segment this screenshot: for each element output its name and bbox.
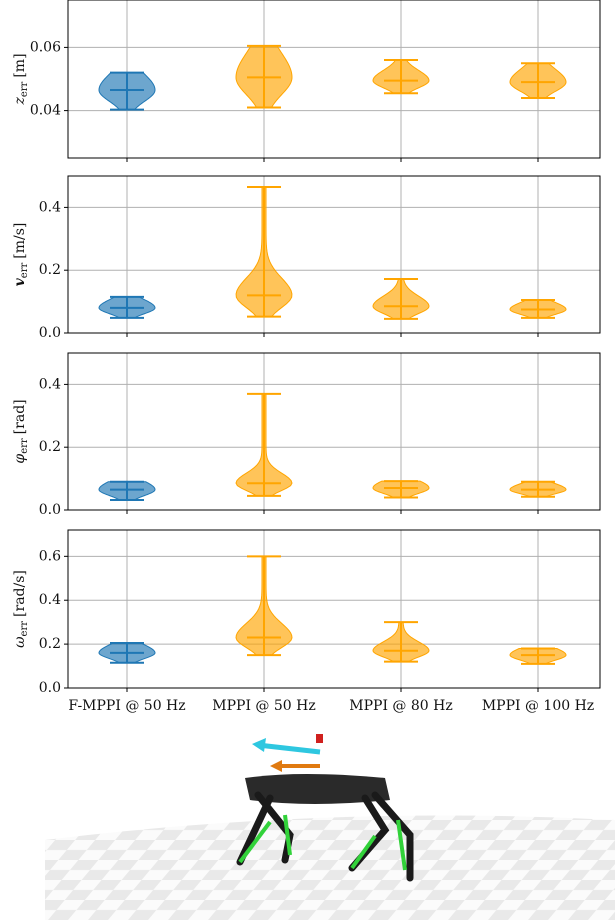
y-tick-label: 0.4 bbox=[39, 376, 61, 392]
axes-frame bbox=[67, 352, 601, 511]
y-tick-label: 0.4 bbox=[39, 592, 61, 608]
y-axis-label: φerr [rad] bbox=[12, 399, 30, 463]
y-label-unit: [rad/s] bbox=[12, 570, 28, 617]
robot-render bbox=[45, 720, 615, 920]
y-label-sub: err bbox=[19, 263, 30, 279]
y-label-sub: err bbox=[19, 621, 30, 637]
y-tick-label: 0.04 bbox=[30, 103, 61, 119]
y-label-sub: err bbox=[19, 438, 30, 454]
y-tick-label: 0.2 bbox=[39, 636, 61, 652]
y-axis-label: verr [m/s] bbox=[12, 223, 30, 287]
y-label-unit: [m/s] bbox=[12, 223, 28, 259]
y-label-unit: [m] bbox=[12, 53, 28, 77]
y-label-sub: err bbox=[19, 81, 30, 97]
y-tick-label: 0.06 bbox=[30, 39, 61, 55]
y-tick-label: 0.2 bbox=[39, 439, 61, 455]
y-label-symbol: φ bbox=[12, 454, 28, 464]
y-tick-label: 0.0 bbox=[39, 680, 61, 696]
x-tick-label: MPPI @ 50 Hz bbox=[212, 698, 315, 714]
y-label-symbol: z bbox=[12, 97, 28, 106]
x-tick-label: MPPI @ 80 Hz bbox=[349, 698, 452, 714]
y-label-symbol: v bbox=[12, 277, 28, 286]
y-axis-label: zerr [m] bbox=[12, 53, 30, 105]
y-label-symbol: ω bbox=[12, 636, 28, 648]
y-tick-label: 0.6 bbox=[39, 548, 61, 564]
axes-frame bbox=[67, 529, 601, 689]
y-tick-label: 0.0 bbox=[39, 325, 61, 341]
y-label-unit: [rad] bbox=[12, 399, 28, 434]
y-axis-label: ωerr [rad/s] bbox=[12, 570, 30, 648]
y-tick-label: 0.4 bbox=[39, 199, 61, 215]
axes-frame bbox=[67, 175, 601, 334]
axes-frame bbox=[67, 0, 601, 159]
y-tick-label: 0.0 bbox=[39, 502, 61, 518]
x-tick-label: MPPI @ 100 Hz bbox=[482, 698, 594, 714]
y-tick-label: 0.2 bbox=[39, 262, 61, 278]
x-tick-label: F-MPPI @ 50 Hz bbox=[68, 698, 185, 714]
